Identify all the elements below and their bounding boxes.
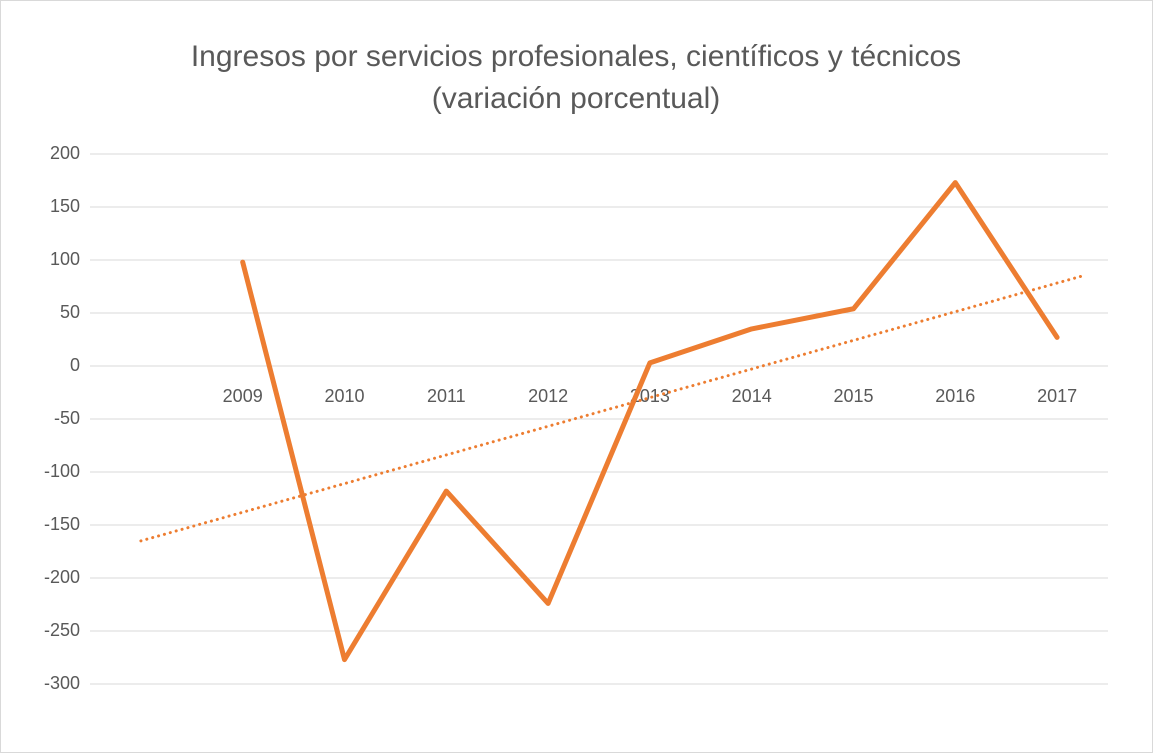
x-tick-label: 2010: [324, 386, 364, 406]
y-tick-label: -100: [44, 461, 80, 481]
y-tick-label: 50: [60, 302, 80, 322]
y-tick-label: -150: [44, 514, 80, 534]
chart-title: Ingresos por servicios profesionales, ci…: [190, 40, 962, 115]
x-tick-label: 2012: [528, 386, 568, 406]
x-tick-label: 2011: [427, 386, 466, 406]
y-tick-label: 0: [70, 355, 80, 375]
y-tick-label: 150: [50, 196, 80, 216]
y-tick-label: 200: [50, 143, 80, 163]
x-tick-label: 2015: [833, 386, 873, 406]
y-tick-label: -300: [44, 673, 80, 693]
trendline: [139, 274, 1085, 543]
x-tick-label: 2009: [223, 386, 263, 406]
y-tick-label: -200: [44, 567, 80, 587]
x-tick-label: 2016: [935, 386, 975, 406]
y-tick-label: 100: [50, 249, 80, 269]
line-series: [240, 180, 1060, 663]
y-tick-label: -50: [54, 408, 80, 428]
y-tick-label: -250: [44, 620, 80, 640]
x-tick-label: 2014: [732, 386, 772, 406]
x-tick-label: 2017: [1037, 386, 1077, 406]
